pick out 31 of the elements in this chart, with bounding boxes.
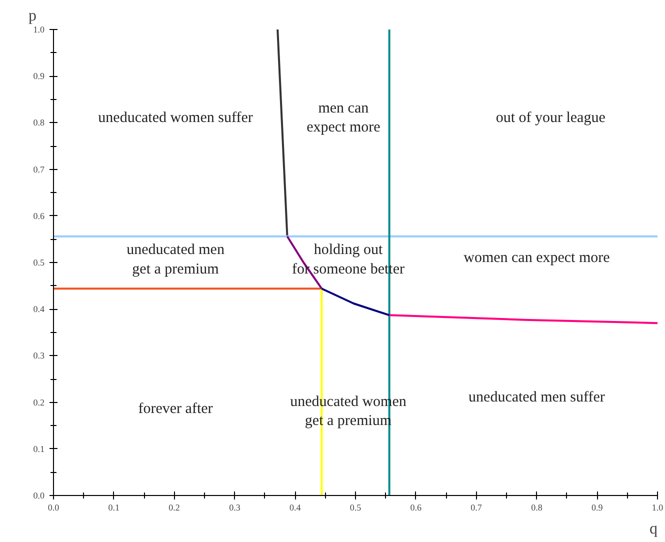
- y-axis-title: p: [28, 8, 36, 24]
- x-axis-title: q: [650, 520, 658, 538]
- x-tick-label: 0.1: [108, 502, 120, 512]
- y-tick-label: 0.1: [33, 444, 44, 454]
- y-tick-label: 0.4: [33, 304, 45, 314]
- annotation: uneducated men suffer: [468, 390, 605, 406]
- x-tick-label: 0.8: [531, 502, 543, 512]
- x-tick-label: 0.6: [410, 502, 422, 512]
- y-tick-label: 0.5: [33, 258, 45, 268]
- x-tick-label: 0.7: [470, 502, 482, 512]
- y-tick-label: 0.9: [33, 71, 45, 82]
- y-tick-label: 0.0: [33, 490, 45, 500]
- annotation: out of your league: [496, 110, 606, 126]
- y-tick-label: 1.0: [33, 24, 45, 34]
- annotation: forever after: [138, 400, 213, 417]
- y-tick-label: 0.2: [33, 397, 44, 408]
- y-tick-label: 0.7: [33, 164, 45, 174]
- x-tick-label: 0.5: [350, 502, 362, 512]
- annotation: uneducated men get a premium: [126, 242, 225, 278]
- y-tick-label: 0.3: [33, 350, 45, 361]
- annotation: uneducated women suffer: [98, 110, 253, 126]
- x-tick-label: 0.2: [168, 502, 180, 512]
- x-tick-label: 1.0: [652, 502, 664, 512]
- annotation: men can expect more: [306, 100, 381, 136]
- x-tick-label: 0.9: [591, 502, 604, 512]
- y-tick-label: 0.6: [33, 210, 45, 221]
- y-tick-label: 0.8: [33, 118, 45, 128]
- x-tick-label: 0.0: [48, 502, 60, 512]
- x-tick-label: 0.4: [289, 502, 302, 512]
- x-tick-label: 0.3: [229, 502, 241, 512]
- annotation: women can expect more: [464, 250, 610, 266]
